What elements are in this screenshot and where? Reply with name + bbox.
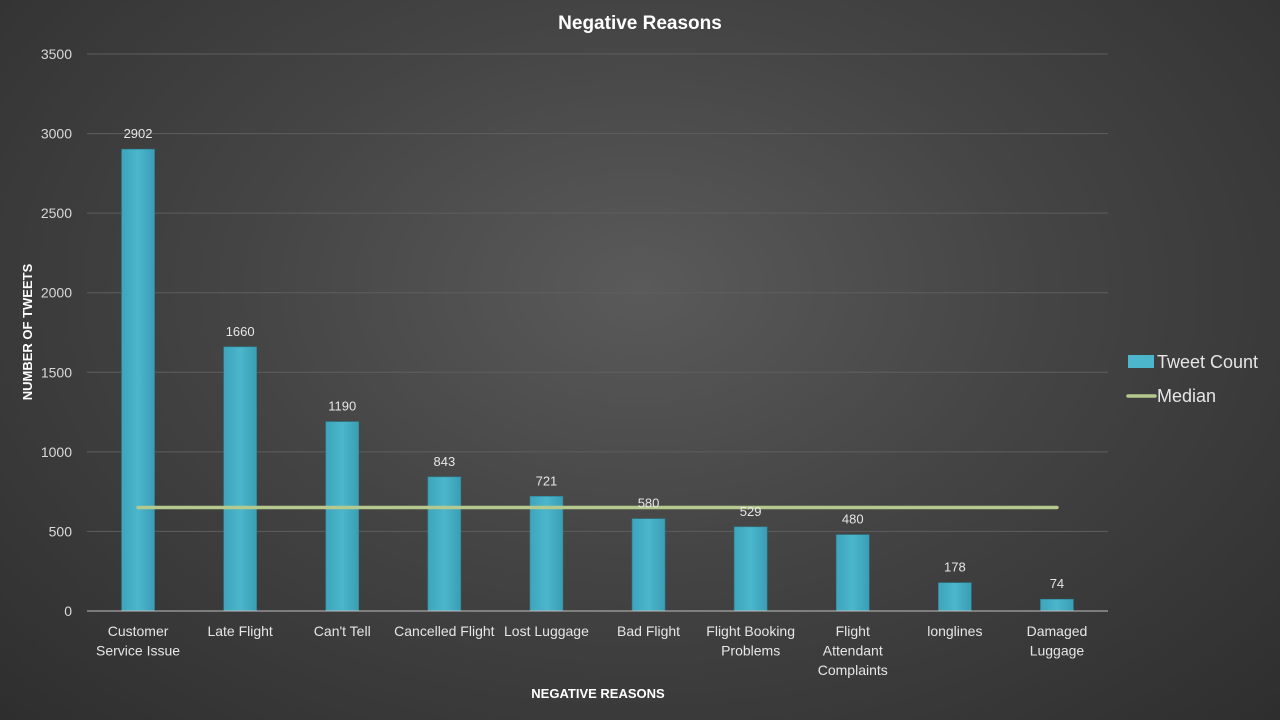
category-label-line: Complaints bbox=[818, 662, 888, 678]
category-label-line: Service Issue bbox=[96, 643, 180, 659]
x-category-label: Bad Flight bbox=[617, 623, 680, 639]
category-label-line: longlines bbox=[927, 623, 982, 639]
y-tick-label: 3500 bbox=[41, 46, 72, 62]
category-label-line: Cancelled Flight bbox=[394, 623, 494, 639]
category-label-line: Flight bbox=[836, 623, 870, 639]
y-axis-ticks: 0 500 1000 1500 2000 2500 3000 3500 bbox=[41, 46, 72, 619]
data-label: 74 bbox=[1050, 576, 1064, 591]
bar bbox=[121, 148, 155, 612]
category-label-line: Luggage bbox=[1030, 643, 1085, 659]
bar-series bbox=[121, 148, 1074, 612]
x-axis-title: NEGATIVE REASONS bbox=[531, 686, 665, 701]
y-tick-label: 2500 bbox=[41, 205, 72, 221]
category-label-line: Customer bbox=[108, 623, 169, 639]
gridlines bbox=[87, 53, 1108, 532]
legend-swatch-tweet-count bbox=[1128, 355, 1154, 368]
data-label: 721 bbox=[536, 473, 558, 488]
bar bbox=[427, 476, 462, 612]
y-tick-label: 3000 bbox=[41, 126, 72, 142]
bar bbox=[223, 346, 257, 612]
category-label-line: Attendant bbox=[823, 643, 883, 659]
y-axis-title: NUMBER OF TWEETS bbox=[20, 263, 35, 400]
data-labels: 2902 1660 1190 843 721 580 529 480 178 74 bbox=[124, 126, 1065, 591]
x-category-label: Cancelled Flight bbox=[394, 623, 494, 639]
data-label: 580 bbox=[638, 496, 660, 511]
data-label: 480 bbox=[842, 512, 864, 527]
legend: Tweet Count Median bbox=[1126, 352, 1258, 406]
chart-title: Negative Reasons bbox=[558, 13, 722, 34]
x-category-label: Late Flight bbox=[207, 623, 272, 639]
category-label-line: Problems bbox=[721, 643, 780, 659]
y-tick-label: 1000 bbox=[41, 444, 72, 460]
y-tick-label: 2000 bbox=[41, 285, 72, 301]
y-tick-label: 1500 bbox=[41, 364, 72, 380]
x-category-label: Flight Booking Problems bbox=[706, 623, 795, 659]
x-category-label: Lost Luggage bbox=[504, 623, 589, 639]
bar bbox=[631, 518, 666, 612]
category-label-line: Can't Tell bbox=[314, 623, 371, 639]
bar bbox=[1040, 598, 1074, 612]
x-axis-categories: Customer Service Issue Late Flight Can't Te… bbox=[96, 623, 1087, 678]
bar bbox=[529, 495, 564, 612]
bar bbox=[733, 526, 768, 612]
x-category-label: Damaged Luggage bbox=[1027, 623, 1088, 659]
data-label: 2902 bbox=[124, 126, 153, 141]
category-label-line: Flight Booking bbox=[706, 623, 795, 639]
data-label: 1660 bbox=[226, 324, 255, 339]
data-label: 1190 bbox=[328, 399, 356, 414]
y-tick-label: 500 bbox=[49, 523, 73, 539]
bar bbox=[938, 582, 972, 612]
category-label-line: Lost Luggage bbox=[504, 623, 589, 639]
x-category-label: Can't Tell bbox=[314, 623, 371, 639]
category-label-line: Bad Flight bbox=[617, 623, 680, 639]
y-tick-label: 0 bbox=[64, 603, 72, 619]
category-label-line: Damaged bbox=[1027, 623, 1088, 639]
x-category-label: Flight Attendant Complaints bbox=[818, 623, 888, 678]
data-label: 178 bbox=[944, 560, 966, 575]
x-category-label: Customer Service Issue bbox=[96, 623, 180, 659]
bar bbox=[325, 421, 360, 612]
legend-label-tweet-count: Tweet Count bbox=[1157, 352, 1258, 372]
x-category-label: longlines bbox=[927, 623, 982, 639]
legend-label-median: Median bbox=[1157, 386, 1216, 406]
bar bbox=[835, 534, 870, 612]
category-label-line: Late Flight bbox=[207, 623, 272, 639]
data-label: 843 bbox=[433, 454, 455, 469]
data-label: 529 bbox=[740, 504, 762, 519]
